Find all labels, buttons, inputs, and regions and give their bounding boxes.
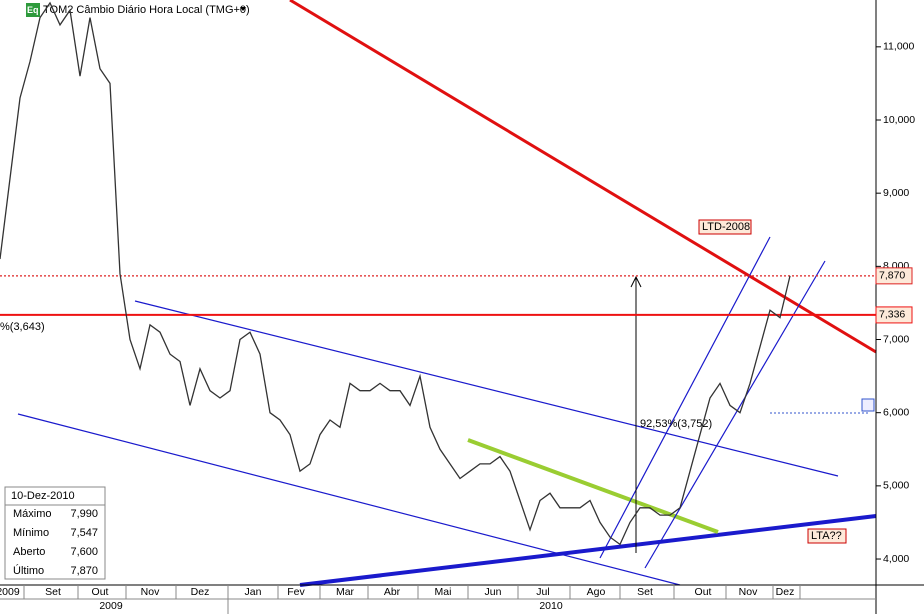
x-tick-label: Dez	[191, 586, 210, 598]
trend-line	[299, 514, 877, 587]
dropdown[interactable]	[240, 7, 246, 11]
year-label: 2010	[539, 600, 563, 612]
x-tick-label: Nov	[739, 586, 758, 598]
info-box	[4, 486, 106, 580]
alert-icon[interactable]	[861, 398, 875, 412]
annotation: LTA??	[811, 530, 842, 542]
badge	[26, 3, 40, 17]
trend-line	[644, 260, 826, 569]
x-tick-label: Jul	[536, 586, 549, 598]
x-tick-label: Out	[92, 586, 109, 598]
x-tick-label: Set	[45, 586, 61, 598]
trend-line	[289, 0, 877, 354]
x-tick-label: Mar	[336, 586, 355, 598]
y-tick-label: 7,000	[883, 333, 909, 345]
info-value: 7,547	[70, 527, 98, 539]
y-tick-label: 11,000	[883, 41, 914, 53]
x-tick-label: 2009	[0, 586, 20, 598]
annotation: %(3,643)	[0, 321, 45, 333]
info-value: 7,600	[70, 546, 98, 558]
y-tick-label: 4,000	[883, 553, 909, 565]
trend-line	[134, 300, 839, 477]
x-tick-label: Nov	[141, 586, 160, 598]
badge-text: Eq	[27, 5, 39, 15]
info-label: Máximo	[13, 508, 52, 520]
y-tick-label: 9,000	[883, 187, 909, 199]
x-tick-label: Out	[695, 586, 712, 598]
y-tick-label: 6,000	[883, 406, 909, 418]
trend-line	[467, 438, 719, 534]
annotation: LTD-2008	[702, 221, 750, 233]
info-date: 10-Dez-2010	[11, 490, 75, 502]
annotation-box	[698, 219, 752, 235]
y-tick-label: 10,000	[883, 114, 915, 126]
trend-line	[599, 236, 771, 559]
info-label: Mínimo	[13, 527, 49, 539]
annotation-box	[807, 528, 847, 544]
x-tick-label: Set	[637, 586, 653, 598]
info-value: 7,870	[70, 565, 98, 577]
price-line-series	[0, 1, 791, 546]
info-value: 7,990	[70, 508, 98, 520]
x-tick-label: Abr	[384, 586, 401, 598]
price-label: 7,336	[879, 309, 905, 321]
info-label: Último	[13, 564, 44, 577]
x-tick-label: Jun	[485, 586, 502, 598]
x-tick-label: Jan	[245, 586, 262, 598]
y-tick-label: 5,000	[883, 480, 909, 492]
arrow-head	[630, 275, 642, 288]
price-label-box	[875, 306, 913, 324]
price-label: 7,870	[879, 270, 905, 282]
year-label: 2009	[99, 600, 123, 612]
annotation: 92,53%(3,752)	[640, 418, 712, 430]
x-tick-label: Mai	[435, 586, 452, 598]
price-label-box	[875, 267, 913, 285]
x-tick-label: Ago	[587, 586, 606, 598]
x-tick-label: Dez	[776, 586, 795, 598]
trend-line	[17, 413, 681, 586]
chart-title: TOM2 Câmbio Diário Hora Local (TMG+0)	[43, 4, 250, 16]
x-tick-label: Fev	[287, 586, 305, 598]
info-label: Aberto	[13, 546, 45, 558]
